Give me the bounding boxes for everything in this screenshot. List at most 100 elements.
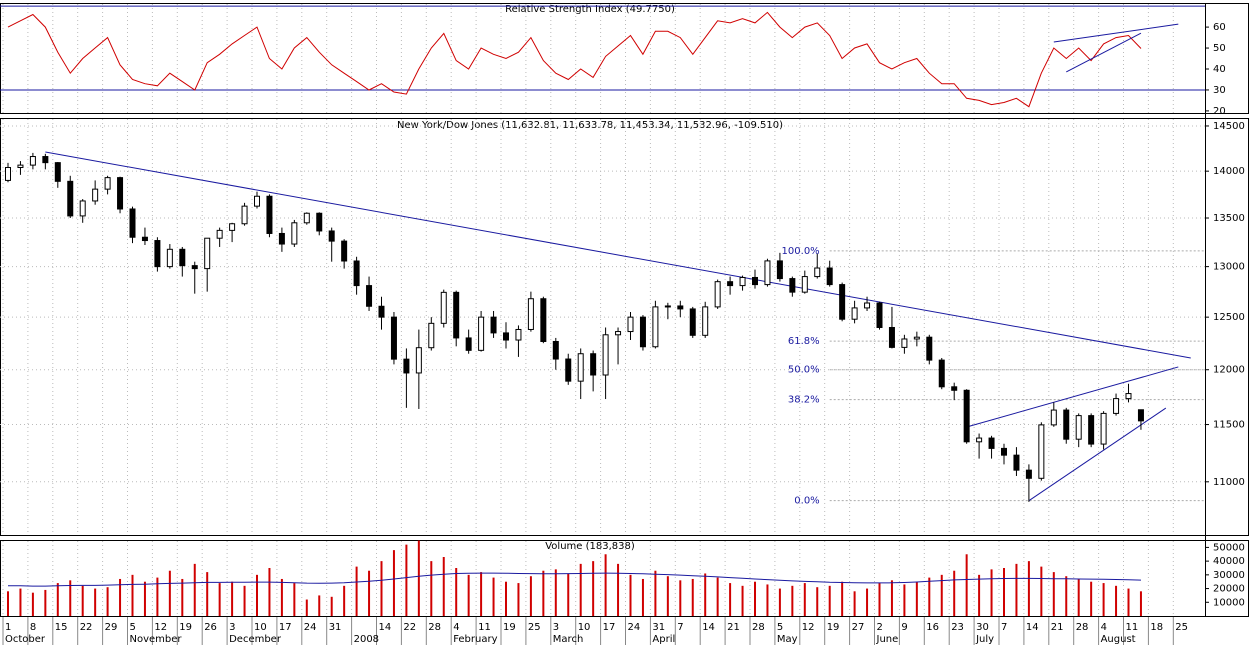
x-tick-label: 30 (976, 622, 989, 633)
x-tick-label: 2 (877, 622, 883, 633)
x-tick-label: 19 (503, 622, 516, 633)
candle-body (141, 236, 148, 242)
candle-body (527, 298, 534, 330)
candle-body (403, 358, 410, 374)
month-label: May (777, 634, 798, 645)
candle-body (278, 232, 285, 245)
candle-body (926, 336, 933, 361)
candle-body (976, 437, 983, 443)
x-tick-label: 4 (453, 622, 459, 633)
month-label: October (5, 634, 46, 645)
candle-body (938, 359, 945, 388)
volume-average (8, 572, 1142, 587)
candle-body (428, 322, 435, 349)
candle-body (627, 316, 634, 333)
candle-body (664, 305, 671, 308)
y-tick-label: 14500 (1213, 121, 1245, 132)
candle-body (29, 156, 36, 166)
candle-body (1050, 409, 1057, 426)
candle-body (727, 281, 734, 287)
candle-body (689, 308, 696, 336)
x-tick-label: 28 (428, 622, 441, 633)
candle-body (851, 307, 858, 320)
candle-body (79, 200, 86, 217)
candle-body (714, 281, 721, 308)
candle-body (1113, 398, 1120, 414)
candle-body (166, 248, 173, 268)
candle-body (341, 240, 348, 262)
x-tick-label: 31 (329, 622, 342, 633)
candle-body (17, 164, 24, 168)
x-tick-label: 18 (1150, 622, 1163, 633)
candle-body (241, 205, 248, 225)
candle-body (54, 162, 61, 182)
candle-body (739, 276, 746, 287)
candle-body (291, 222, 298, 245)
candle-body (540, 298, 547, 342)
candle-body (453, 291, 460, 339)
candle-body (216, 229, 223, 239)
month-label: April (652, 634, 675, 645)
candle-body (440, 291, 447, 324)
candle-body (1137, 409, 1144, 422)
candle-body (117, 177, 124, 210)
candle-body (515, 328, 522, 341)
trendline (966, 366, 1179, 428)
y-tick-label: 20 (1213, 106, 1226, 117)
x-tick-label: 1 (5, 622, 11, 633)
y-tick-label: 50 (1213, 43, 1226, 54)
x-tick-label: 26 (204, 622, 217, 633)
candle-body (652, 306, 659, 348)
x-tick-label: 14 (1026, 622, 1039, 633)
month-label: June (876, 634, 899, 645)
candle-body (814, 267, 821, 278)
candle-body (839, 284, 846, 320)
candle-body (639, 316, 646, 348)
candle-body (490, 316, 497, 334)
candle-body (951, 386, 958, 391)
month-label: August (1101, 634, 1136, 645)
candle-body (1001, 447, 1007, 456)
y-tick-label: 14000 (1213, 166, 1245, 177)
price-panel (0, 118, 1249, 536)
rsi-title: Relative Strength Index (49.7750) (505, 4, 675, 15)
y-tick-label: 40 (1213, 64, 1226, 75)
x-tick-label: 24 (304, 622, 317, 633)
candle-body (677, 305, 684, 310)
y-tick-label: 40000 (1213, 556, 1245, 567)
month-label: November (130, 634, 183, 645)
candle-body (1075, 415, 1082, 440)
x-tick-label: 19 (179, 622, 192, 633)
candle-body (254, 195, 260, 207)
candle-body (590, 353, 597, 376)
y-tick-label: 30 (1213, 85, 1226, 96)
y-tick-label: 30000 (1213, 570, 1245, 581)
rsi-panel (0, 3, 1249, 114)
x-tick-label: 31 (652, 622, 665, 633)
x-tick-label: 29 (105, 622, 118, 633)
x-tick-label: 21 (727, 622, 740, 633)
price-title: New York/Dow Jones (11,632.81, 11,633.78… (397, 120, 783, 131)
y-tick-label: 11500 (1213, 420, 1245, 431)
candle-body (415, 347, 422, 374)
candle-body (864, 302, 871, 309)
x-tick-label: 11 (1126, 622, 1139, 633)
month-label: March (553, 634, 583, 645)
candle-body (1088, 415, 1095, 445)
fib-label: 50.0% (788, 365, 820, 376)
candle-body (1100, 412, 1107, 445)
y-tick-label: 50000 (1213, 542, 1245, 553)
candle-body (1038, 424, 1045, 479)
x-tick-label: 28 (752, 622, 765, 633)
x-tick-label: 10 (254, 622, 267, 633)
x-tick-label: 27 (852, 622, 865, 633)
x-tick-label: 5 (777, 622, 783, 633)
x-tick-label: 7 (1001, 622, 1007, 633)
candle-body (1063, 409, 1070, 440)
candle-body (353, 260, 360, 287)
x-tick-label: 7 (677, 622, 683, 633)
x-tick-label: 12 (802, 622, 815, 633)
candle-body (129, 208, 136, 238)
y-tick-label: 10000 (1213, 597, 1245, 608)
